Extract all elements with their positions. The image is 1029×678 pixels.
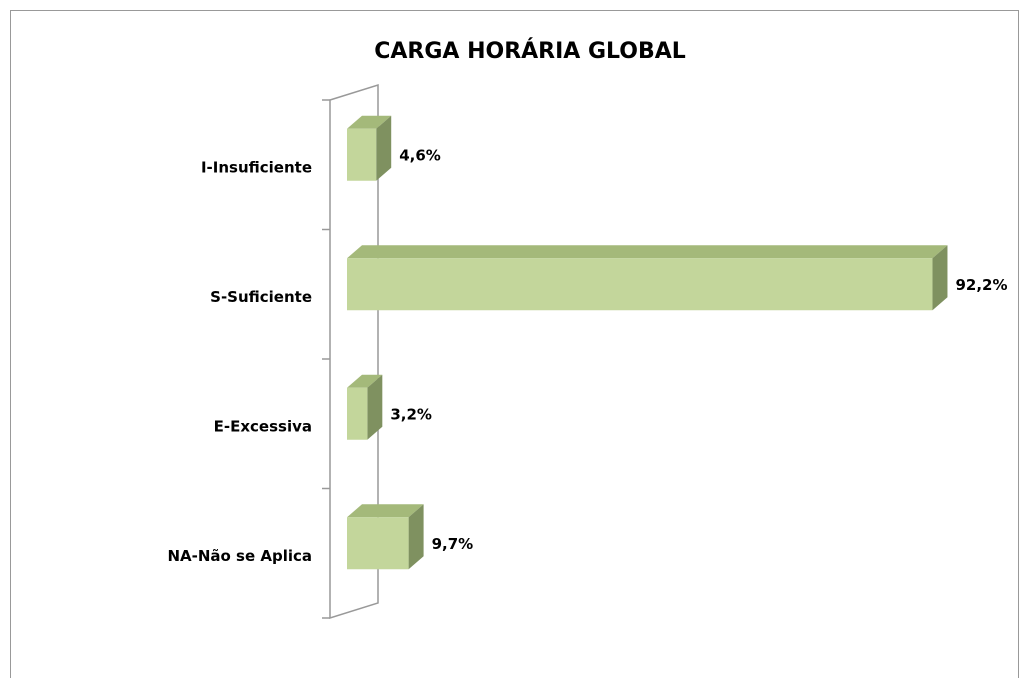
bar-front [347,517,409,570]
bar [347,374,383,440]
bar-front [347,258,933,311]
category-label: I-Insuficiente [201,158,312,176]
bar-side [932,245,948,311]
chart-title: CARGA HORÁRIA GLOBAL [374,38,686,64]
bar [347,504,424,570]
value-label: 92,2% [955,276,1007,294]
back-wall [329,83,379,620]
category-label: S-Suficiente [210,288,312,306]
bar-front [347,387,368,440]
bar [347,115,392,181]
value-label: 4,6% [399,146,441,164]
value-label: 3,2% [390,405,432,423]
bar-side [376,115,392,181]
category-label: E-Excessiva [214,417,312,435]
bar-top [347,504,424,518]
chart-frame [10,10,1019,678]
bar-top [347,374,383,388]
bar-side [408,504,424,570]
bar-top [347,115,392,129]
bar [347,245,948,311]
value-label: 9,7% [432,535,474,553]
bar-top [347,245,948,259]
bar-front [347,128,377,181]
category-label: NA-Não se Aplica [167,547,312,565]
bar-side [367,374,383,440]
